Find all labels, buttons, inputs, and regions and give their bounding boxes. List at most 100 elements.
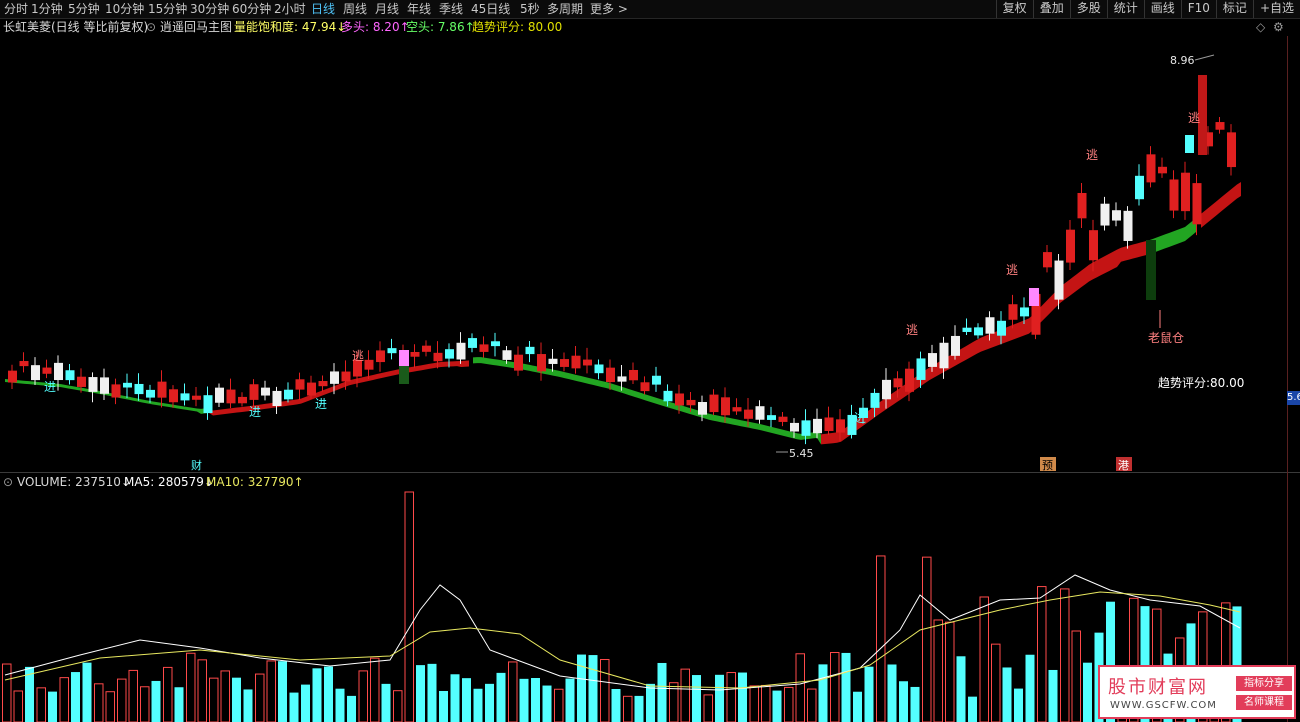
candle-body — [686, 399, 696, 406]
volume-bar — [381, 683, 391, 722]
multi-stock-button[interactable]: 多股 — [1069, 0, 1107, 18]
stock-title[interactable]: 长虹美菱(日线 等比前复权) — [3, 20, 149, 34]
period-tab-daily[interactable]: 日线 — [311, 2, 336, 16]
volume-toggle-icon[interactable]: ⊙ — [3, 475, 14, 489]
volume-bar — [577, 654, 586, 722]
indicator-toggle-icon[interactable]: ⊙ — [146, 20, 157, 34]
period-tab-5sec[interactable]: 5秒 — [520, 2, 540, 16]
volume-bar — [1106, 601, 1115, 722]
volume-bar — [301, 684, 310, 722]
candle-body — [203, 395, 213, 414]
candle-body — [353, 359, 362, 377]
period-tab-1min[interactable]: 1分钟 — [31, 2, 63, 16]
volume-bar — [634, 695, 644, 722]
candle-body — [456, 342, 466, 360]
volume-bar — [416, 665, 425, 722]
period-tab-45day[interactable]: 45日线 — [471, 2, 511, 16]
candle-body — [583, 359, 592, 366]
candle-body — [100, 377, 109, 394]
f10-button[interactable]: F10 — [1180, 0, 1216, 18]
volume-ma5: MA5: 280579↓ — [124, 475, 214, 489]
candle-body — [226, 389, 236, 404]
period-tab-30min[interactable]: 30分钟 — [190, 2, 230, 16]
price-axis[interactable] — [1287, 36, 1300, 722]
volume-bar — [657, 662, 667, 722]
candle-body — [157, 381, 167, 398]
candle-body — [560, 359, 569, 367]
period-tab-more[interactable]: 更多 > — [590, 2, 628, 16]
overlay-button[interactable]: 叠加 — [1032, 0, 1070, 18]
period-tab-multi[interactable]: 多周期 — [547, 2, 584, 16]
volume-bar — [807, 688, 817, 722]
period-tab-60min[interactable]: 60分钟 — [232, 2, 272, 16]
volume-bar — [462, 678, 471, 722]
candle-body — [1100, 203, 1110, 226]
period-tab-5min[interactable]: 5分钟 — [68, 2, 100, 16]
candle-body — [479, 344, 489, 352]
statistics-button[interactable]: 统计 — [1106, 0, 1144, 18]
period-tab-10min[interactable]: 10分钟 — [105, 2, 145, 16]
laoshucang-label: 老鼠仓 — [1148, 331, 1184, 345]
candle-body — [249, 384, 259, 400]
indicator-name[interactable]: 逍遥回马主图 — [160, 20, 233, 34]
volume-bar — [1048, 669, 1058, 722]
volume-bar — [715, 674, 724, 722]
watermark-title: 股市财富网 — [1108, 677, 1208, 698]
volume-bar — [105, 691, 115, 722]
period-tab-fenshi[interactable]: 分时 — [4, 2, 29, 16]
candle-body — [962, 327, 972, 332]
volume-bar — [531, 678, 540, 722]
settings-icon[interactable]: ⚙ — [1273, 20, 1284, 34]
candle-body — [1112, 210, 1121, 221]
ribbon-green-1 — [5, 379, 209, 414]
volume-bar — [439, 690, 448, 722]
panel-divider[interactable] — [0, 472, 1300, 473]
volume-bar — [25, 666, 34, 722]
low-price-label: 5.45 — [789, 447, 814, 460]
volume-bar — [876, 555, 886, 722]
volume-bar — [1037, 586, 1047, 722]
volume-bar — [772, 690, 782, 722]
volume-bar — [680, 668, 690, 722]
volume-bar — [335, 688, 345, 722]
candle-body — [42, 367, 52, 374]
volume-bar — [151, 680, 161, 722]
period-tab-weekly[interactable]: 周线 — [343, 2, 368, 16]
candle-body — [916, 358, 926, 380]
candle-body — [617, 376, 627, 382]
candle-body — [123, 382, 132, 388]
candle-body — [111, 384, 121, 398]
escape-signal: 逃 — [1086, 148, 1098, 162]
candle-body — [1043, 252, 1052, 268]
period-tab-quarterly[interactable]: 季线 — [439, 2, 464, 16]
volume-bar — [726, 672, 736, 722]
candle-body — [663, 390, 673, 402]
volume-bar — [1014, 688, 1023, 722]
volume-bar — [393, 690, 403, 722]
toolbar-right-group: 复权 叠加 多股 统计 画线 F10 标记 +自选 — [995, 0, 1300, 18]
candle-body — [594, 364, 604, 374]
volume-bar — [692, 675, 701, 722]
candle-body — [1192, 183, 1202, 225]
period-tab-2h[interactable]: 2小时 — [274, 2, 306, 16]
volume-bar — [887, 664, 897, 722]
volume-bar — [2, 663, 12, 722]
period-tab-monthly[interactable]: 月线 — [375, 2, 400, 16]
candle-body — [19, 361, 29, 367]
candle-body — [951, 335, 960, 356]
draw-line-button[interactable]: 画线 — [1143, 0, 1181, 18]
period-tab-yearly[interactable]: 年线 — [407, 2, 432, 16]
escape-signal: 逃 — [352, 349, 364, 363]
volume-bar — [347, 695, 356, 722]
candle-body — [376, 350, 385, 363]
period-tab-15min[interactable]: 15分钟 — [148, 2, 188, 16]
mark-button[interactable]: 标记 — [1215, 0, 1253, 18]
fuquan-button[interactable]: 复权 — [995, 0, 1033, 18]
diamond-icon[interactable]: ◇ — [1256, 20, 1266, 34]
add-watchlist-button[interactable]: +自选 — [1252, 0, 1300, 18]
candle-body — [801, 420, 811, 436]
candle-body — [422, 345, 431, 352]
volume-bar — [358, 670, 368, 722]
candle-body — [571, 355, 581, 369]
